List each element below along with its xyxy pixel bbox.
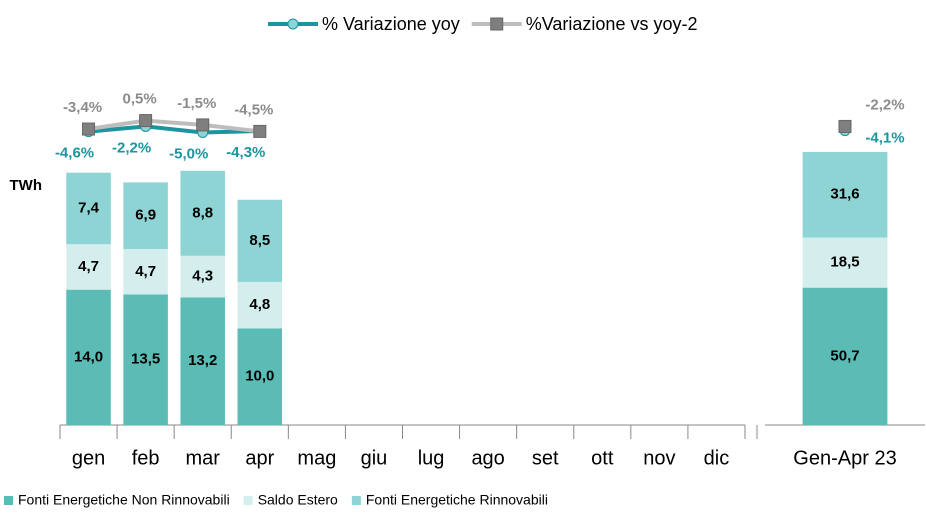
line-value-label: -4,6% (55, 145, 94, 162)
bar-value-label: 18,5 (830, 254, 859, 271)
x-tick-label: dic (704, 447, 730, 469)
legend-label: Fonti Energetiche Rinnovabili (366, 492, 548, 508)
line-value-label: -4,3% (226, 144, 265, 161)
line-value-label: -2,2% (865, 96, 904, 113)
x-tick-label: Gen-Apr 23 (793, 447, 896, 469)
bar-value-label: 8,8 (192, 204, 213, 221)
bar-segment (66, 172, 111, 245)
line-value-label: 0,5% (123, 91, 157, 108)
x-tick-label: ott (591, 447, 614, 469)
line-value-label: -2,2% (112, 139, 151, 156)
bar-value-label: 14,0 (74, 348, 103, 365)
line (88, 118, 261, 134)
legend-marker (490, 17, 504, 31)
line-marker (82, 122, 96, 136)
bar-segment (123, 294, 168, 425)
line-marker (838, 119, 852, 133)
x-tick-label: giu (361, 447, 388, 469)
bar-segment (237, 281, 283, 329)
legend-swatch (4, 496, 13, 505)
line-value-label: -1,5% (177, 95, 216, 112)
bar-segment (802, 237, 888, 288)
bar-value-label: 8,5 (249, 232, 270, 249)
legend-swatch (351, 496, 361, 505)
x-tick-label: apr (245, 447, 274, 469)
bar-segment (180, 297, 225, 425)
bar-value-label: 4,8 (249, 296, 270, 313)
x-tick-label: gen (72, 447, 105, 469)
line-value-label: -4,1% (865, 130, 904, 147)
bar-value-label: 31,6 (830, 186, 859, 203)
bar-segment (180, 255, 225, 298)
x-tick-label: feb (132, 447, 160, 469)
bar-segment (123, 249, 168, 295)
bar-segment (802, 151, 888, 238)
bar-value-label: 4,3 (192, 268, 213, 285)
line-marker (253, 124, 267, 138)
legend-marker (287, 18, 299, 30)
bar-value-label: 4,7 (135, 263, 156, 280)
bar-value-label: 13,5 (131, 351, 160, 368)
bar-segment (180, 170, 225, 256)
legend-label: % Variazione yoy (322, 14, 460, 34)
line (88, 124, 260, 135)
bar-value-label: 10,0 (245, 368, 274, 385)
bar-segment (237, 199, 283, 282)
bar-value-label: 13,2 (188, 352, 217, 369)
bar-value-label: 4,7 (78, 258, 99, 275)
x-tick-label: mag (297, 447, 336, 469)
bar-segment (802, 287, 888, 425)
bar-value-label: 6,9 (135, 207, 156, 224)
bar-segment (123, 182, 168, 250)
legend-swatch (243, 496, 253, 505)
x-tick-label: set (532, 447, 559, 469)
legend-label: Fonti Energetiche Non Rinnovabili (18, 492, 230, 508)
line-value-label: -5,0% (169, 145, 208, 162)
x-tick-label: nov (643, 447, 675, 469)
legend-label: %Variazione vs yoy-2 (526, 14, 698, 34)
bar-value-label: 50,7 (830, 347, 859, 364)
line-value-label: -4,5% (234, 101, 273, 118)
bar-segment (237, 328, 283, 425)
x-tick-label: lug (418, 447, 445, 469)
x-tick-label: ago (471, 447, 504, 469)
x-tick-label: mar (185, 447, 220, 469)
line-marker (196, 118, 210, 132)
line-marker (139, 114, 153, 128)
y-axis-label: TWh (10, 177, 42, 194)
bar-value-label: 7,4 (78, 199, 100, 216)
bar-segment (66, 289, 111, 425)
bar-segment (66, 244, 111, 290)
line-value-label: -3,4% (63, 99, 102, 116)
legend-label: Saldo Estero (258, 492, 338, 508)
